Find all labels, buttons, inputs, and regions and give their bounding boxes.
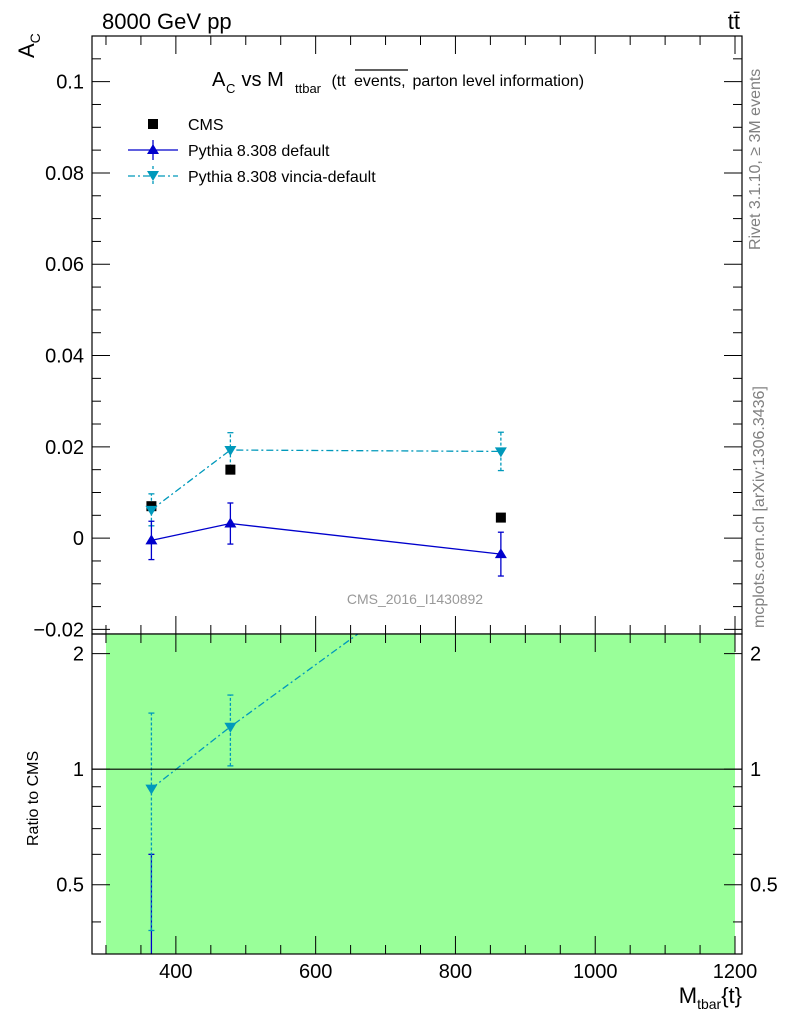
- cms-point: [225, 464, 236, 475]
- cms-point: [495, 512, 506, 523]
- ratio-y-tick-label-right: 1: [750, 759, 761, 781]
- main-y-tick-label: 0.1: [56, 72, 84, 94]
- x-axis-label-sub: tbar: [697, 996, 721, 1012]
- main-y-tick-label: 0.08: [45, 163, 84, 185]
- vincia-ratio-point: [145, 784, 158, 795]
- x-axis-label-main: M: [679, 983, 697, 1008]
- main-y-tick-label: 0.04: [45, 346, 84, 368]
- legend-marker-vincia: [147, 171, 159, 181]
- main-y-tick-label: −0.02: [33, 619, 84, 641]
- rivet-label: Rivet 3.1.10, ≥ 3M events: [747, 69, 764, 250]
- ratio-x-tick-label: 1000: [573, 961, 618, 983]
- main-y-axis-label: AC: [14, 33, 43, 58]
- legend-label-cms: CMS: [188, 117, 224, 134]
- main-panel-series: [145, 431, 507, 577]
- ratio-panel-frame: [91, 633, 743, 955]
- ratio-panel-ticks: [92, 634, 742, 954]
- chart-title-a: A: [212, 69, 226, 91]
- main-y-axis-label-sub: C: [27, 33, 43, 43]
- ratio-x-tick-label: 400: [159, 961, 192, 983]
- ratio-y-tick-label-right: 2: [750, 644, 761, 666]
- chart-title-vs: vs M: [236, 69, 284, 91]
- ratio-y-tick-label: 1: [73, 759, 84, 781]
- ratio-panel-x-tick-labels: 400 600 800 1000 1200: [159, 961, 757, 983]
- legend-label-default: Pythia 8.308 default: [188, 143, 330, 160]
- vincia-point: [145, 505, 158, 516]
- main-panel-ticks: [92, 35, 742, 634]
- main-panel-y-tick-labels: −0.02 0 0.02 0.04 0.06 0.08 0.1: [33, 72, 84, 642]
- ratio-panel-y-tick-labels: 0.5 0.5 1 1 2 2: [56, 644, 778, 897]
- main-y-tick-label: 0: [73, 528, 84, 550]
- analysis-watermark: CMS_2016_I1430892: [347, 591, 483, 607]
- x-axis-label: Mtbar{t}: [679, 983, 742, 1012]
- chart-title-paren: (tt: [327, 73, 346, 90]
- energy-label: 8000 GeV pp: [102, 9, 232, 34]
- chart-title-a-sub: C: [226, 81, 235, 96]
- ratio-panel-series: [145, 634, 359, 954]
- ratio-y-tick-label-right: 0.5: [750, 875, 778, 897]
- chart-title: A C vs M ttbar (tt events, parton level …: [212, 69, 584, 96]
- legend-marker-cms: [148, 119, 158, 129]
- chart-title-rest: parton level information): [408, 73, 584, 90]
- chart-title-overline: events,: [354, 73, 406, 90]
- vincia-point: [494, 447, 507, 458]
- ratio-y-axis-label: Ratio to CMS: [25, 751, 42, 846]
- ratio-x-tick-label: 1200: [713, 961, 758, 983]
- vincia-line: [151, 449, 501, 511]
- main-y-axis-label-main: A: [14, 43, 39, 58]
- x-axis-label-suffix: {t}: [721, 983, 742, 1008]
- ratio-band: [105, 634, 736, 954]
- ratio-x-tick-label: 800: [439, 961, 472, 983]
- ratio-panel: 0.5 0.5 1 1 2 2 400 600 800 1000 1200 Ratio to CM…: [25, 633, 778, 1012]
- main-y-tick-label: 0.06: [45, 254, 84, 276]
- legend-label-vincia: Pythia 8.308 vincia-default: [188, 169, 376, 186]
- default-point: [494, 548, 507, 559]
- legend-marker-default: [147, 144, 159, 154]
- legend: CMS Pythia 8.308 default Pythia 8.308 vi…: [128, 117, 376, 186]
- ratio-y-tick-label: 0.5: [56, 875, 84, 897]
- ratio-y-tick-label: 2: [73, 644, 84, 666]
- vincia-point: [224, 446, 237, 457]
- vincia-ratio-point: [224, 722, 237, 733]
- process-label: tt̄: [728, 9, 740, 34]
- main-y-tick-label: 0.02: [45, 437, 84, 459]
- chart-title-m-sub: ttbar: [295, 81, 322, 96]
- ratio-x-tick-label: 600: [299, 961, 332, 983]
- mcplots-label: mcplots.cern.ch [arXiv:1306.3436]: [751, 386, 768, 628]
- default-line: [151, 522, 501, 555]
- default-point: [145, 534, 158, 545]
- default-point: [224, 517, 237, 528]
